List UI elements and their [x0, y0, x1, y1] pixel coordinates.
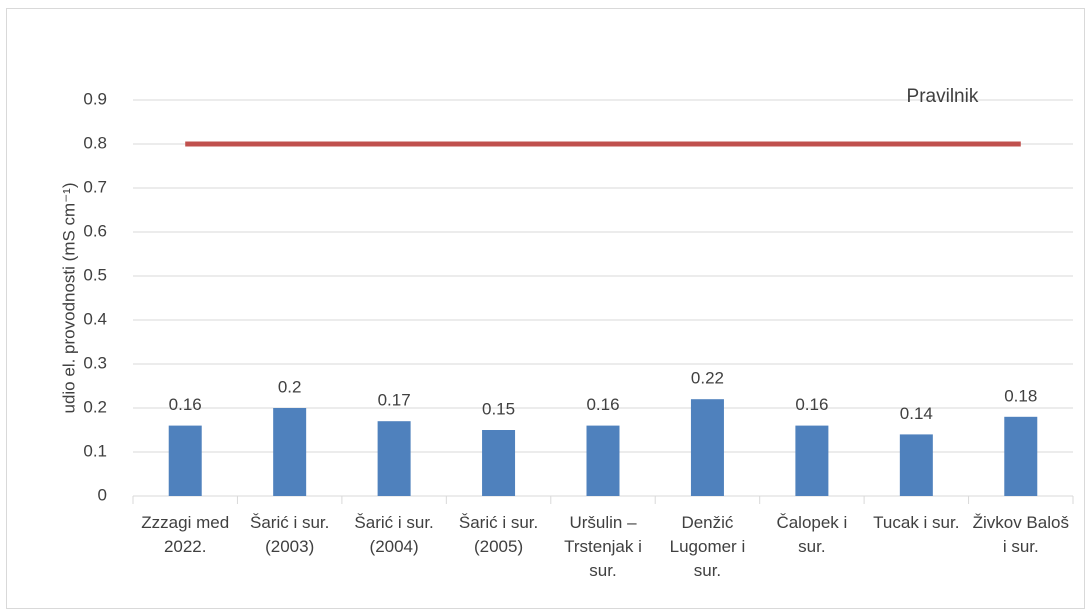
- data-label: 0.16: [169, 395, 202, 414]
- bar: [377, 421, 411, 496]
- bar: [586, 425, 620, 496]
- data-label: 0.14: [900, 404, 933, 423]
- bar: [482, 430, 516, 496]
- y-axis-label: udio el. provodnosti (mS cm⁻¹): [59, 183, 78, 414]
- x-tick-label: Šarić i sur. (2004): [354, 513, 433, 556]
- y-tick-label: 0.9: [83, 89, 107, 108]
- y-tick-label: 0.3: [83, 353, 107, 372]
- data-label: 0.16: [586, 395, 619, 414]
- x-tick-label: Šarić i sur. (2003): [250, 513, 329, 556]
- bar: [1004, 416, 1038, 496]
- y-tick-label: 0.4: [83, 309, 107, 328]
- y-tick-label: 0.6: [83, 221, 107, 240]
- data-label: 0.17: [378, 391, 411, 410]
- y-tick-label: 0.5: [83, 265, 107, 284]
- x-tick-label: Šarić i sur. (2005): [459, 513, 538, 556]
- y-tick-label: 0.8: [83, 133, 107, 152]
- x-tick-label: Tucak i sur.: [873, 513, 959, 532]
- x-tick-label: Uršulin – Trstenjak i sur.: [564, 513, 642, 580]
- y-tick-label: 0.7: [83, 177, 107, 196]
- data-label: 0.2: [278, 377, 302, 396]
- x-tick-label: Živkov Baloš i sur.: [973, 513, 1069, 556]
- data-label: 0.18: [1004, 386, 1037, 405]
- x-tick-label: Zzzagi med 2022.: [141, 513, 229, 556]
- bar: [690, 399, 724, 496]
- x-tick-label: Denžić Lugomer i sur.: [670, 513, 746, 580]
- chart-border: [6, 8, 1085, 609]
- bar: [899, 434, 933, 496]
- reference-label: Pravilnik: [907, 86, 979, 107]
- x-tick-label: Čalopek i sur.: [776, 513, 847, 556]
- data-label: 0.16: [795, 395, 828, 414]
- y-tick-label: 0.1: [83, 441, 107, 460]
- bar: [795, 425, 829, 496]
- bar: [168, 425, 202, 496]
- y-tick-label: 0.2: [83, 397, 107, 416]
- y-tick-label: 0: [98, 485, 107, 504]
- data-label: 0.15: [482, 399, 515, 418]
- bar: [273, 408, 307, 496]
- data-label: 0.22: [691, 369, 724, 388]
